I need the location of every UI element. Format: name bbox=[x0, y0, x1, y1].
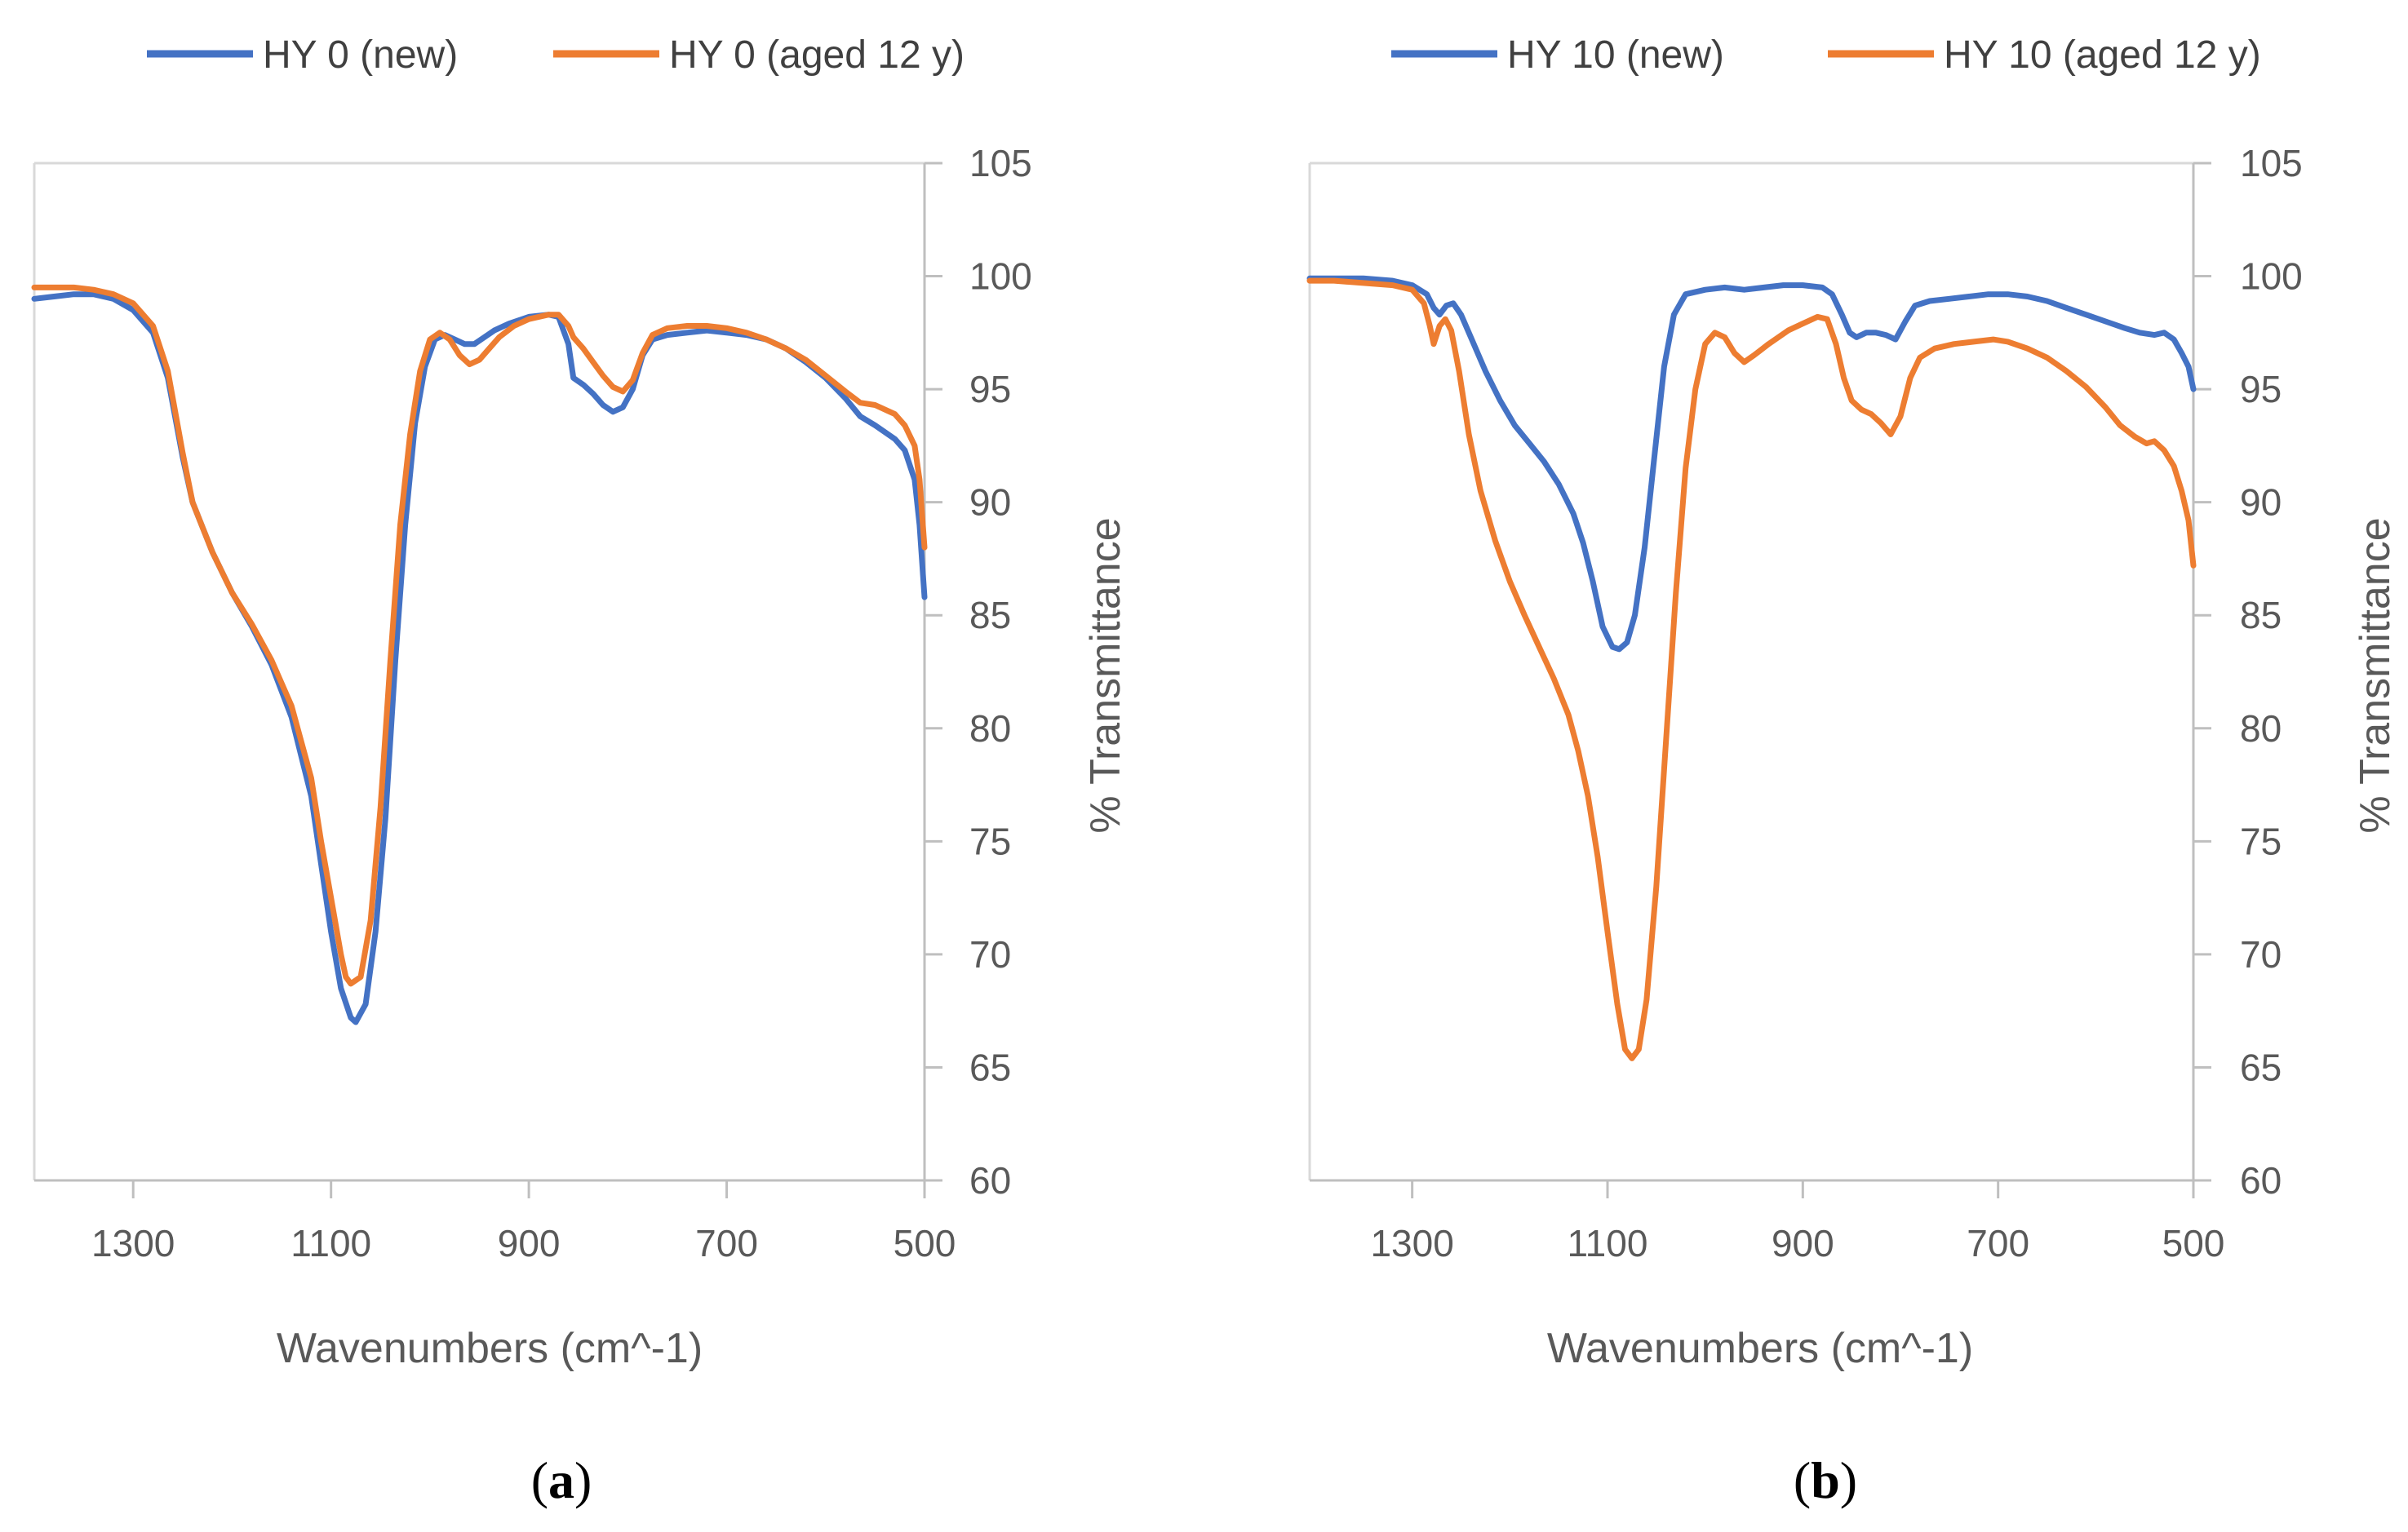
y-tick-label-a: 60 bbox=[969, 1159, 1011, 1202]
legend-label-hy10-aged: HY 10 (aged 12 y) bbox=[1944, 33, 2261, 77]
panel-label-b-close: ) bbox=[1840, 1451, 1857, 1509]
panel-label-a-open: ( bbox=[531, 1451, 548, 1509]
x-tick-label-b: 900 bbox=[1772, 1222, 1834, 1264]
series-line-aged-b bbox=[1306, 277, 2197, 1061]
x-tick-label-a: 900 bbox=[498, 1222, 561, 1264]
plot-area-panel-a: 1300 1100 900 700 500 60 65 70 75 80 85 90 95 100 105 bbox=[31, 142, 1032, 1264]
y-tick-label-a: 65 bbox=[969, 1046, 1011, 1088]
y-tick-label-a: 85 bbox=[969, 594, 1011, 636]
y-tick-label-a: 70 bbox=[969, 933, 1011, 976]
plot-area-panel-b: 1300 1100 900 700 500 60 65 70 75 80 85 90 95 100 105 bbox=[1306, 142, 2303, 1264]
panel-label-a-letter: a bbox=[548, 1451, 574, 1509]
y-tick-label-b: 60 bbox=[2240, 1159, 2282, 1202]
panel-label-a-close: ) bbox=[574, 1451, 592, 1509]
y-tick-label-b: 95 bbox=[2240, 368, 2282, 410]
series-line-aged-a bbox=[31, 284, 928, 987]
y-axis-title-panel-b: % Transmittance bbox=[2352, 517, 2399, 833]
y-tick-label-a: 90 bbox=[969, 481, 1011, 524]
x-axis-title-panel-b: Wavenumbers (cm^-1) bbox=[1547, 1325, 1973, 1372]
legend-label-hy0-new: HY 0 (new) bbox=[263, 33, 458, 77]
panel-label-b: (b) bbox=[1794, 1451, 1857, 1509]
y-tick-label-a: 105 bbox=[969, 142, 1032, 184]
chart-panel-a: HY 0 (new) HY 0 (aged 12 y) 1300 1100 900 7… bbox=[31, 33, 1129, 1509]
y-tick-label-b: 70 bbox=[2240, 933, 2282, 976]
y-tick-label-b: 65 bbox=[2240, 1046, 2282, 1088]
y-tick-label-b: 85 bbox=[2240, 594, 2282, 636]
y-tick-label-a: 100 bbox=[969, 255, 1032, 298]
legend-panel-b: HY 10 (new) HY 10 (aged 12 y) bbox=[1391, 33, 2261, 77]
x-tick-label-b: 1100 bbox=[1568, 1222, 1648, 1264]
legend-label-hy0-aged: HY 0 (aged 12 y) bbox=[669, 33, 965, 77]
y-tick-label-a: 80 bbox=[969, 707, 1011, 750]
x-tick-label-b: 500 bbox=[2162, 1222, 2225, 1264]
chart-panel-b: HY 10 (new) HY 10 (aged 12 y) 1300 1100 90… bbox=[1306, 33, 2399, 1509]
y-tick-label-b: 80 bbox=[2240, 707, 2282, 750]
x-tick-label-b: 1300 bbox=[1370, 1222, 1453, 1264]
y-tick-label-b: 90 bbox=[2240, 481, 2282, 524]
legend-label-hy10-new: HY 10 (new) bbox=[1507, 33, 1724, 77]
series-line-new-b bbox=[1306, 275, 2197, 653]
panel-label-b-open: ( bbox=[1794, 1451, 1811, 1509]
y-tick-label-b: 75 bbox=[2240, 820, 2282, 862]
x-tick-label-a: 1300 bbox=[91, 1222, 175, 1264]
y-tick-label-b: 100 bbox=[2240, 255, 2303, 298]
y-tick-label-a: 75 bbox=[969, 820, 1011, 862]
y-tick-label-a: 95 bbox=[969, 368, 1011, 410]
x-tick-label-a: 500 bbox=[894, 1222, 956, 1264]
series-line-new-a bbox=[31, 291, 928, 1025]
panel-label-b-letter: b bbox=[1811, 1451, 1840, 1509]
x-tick-label-a: 700 bbox=[695, 1222, 758, 1264]
x-tick-label-a: 1100 bbox=[290, 1222, 371, 1264]
x-axis-title-panel-a: Wavenumbers (cm^-1) bbox=[277, 1325, 703, 1372]
y-axis-title-panel-a: % Transmittance bbox=[1082, 517, 1129, 833]
x-tick-label-b: 700 bbox=[1967, 1222, 2029, 1264]
panel-label-a: (a) bbox=[531, 1451, 592, 1509]
y-tick-label-b: 105 bbox=[2240, 142, 2303, 184]
legend-panel-a: HY 0 (new) HY 0 (aged 12 y) bbox=[147, 33, 965, 77]
